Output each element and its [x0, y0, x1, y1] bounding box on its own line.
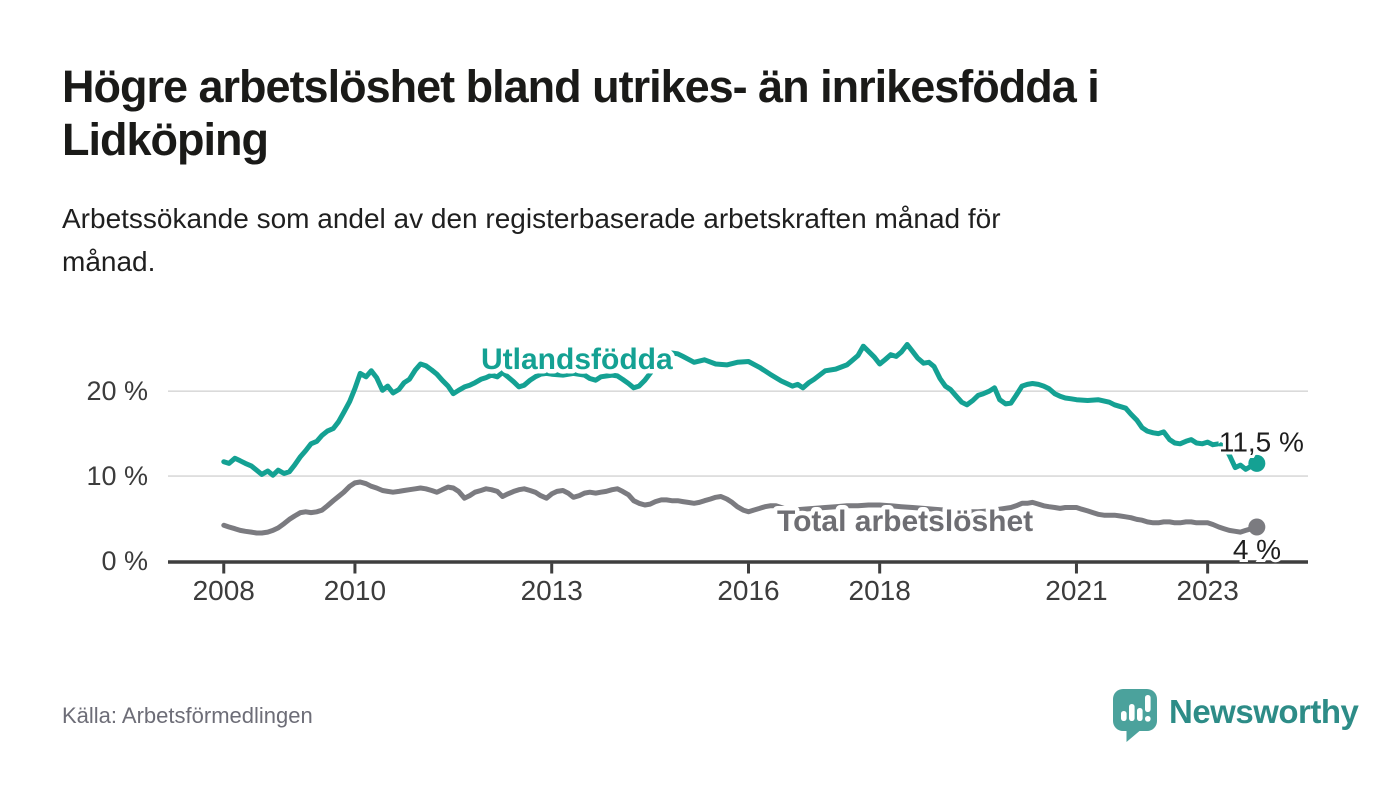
newsworthy-wordmark: Newsworthy — [1169, 693, 1359, 730]
y-tick-label: 10 % — [86, 461, 148, 491]
x-tick-label: 2018 — [849, 575, 911, 606]
x-tick-label: 2016 — [717, 575, 779, 606]
chart-subtitle-line1: Arbetssökande som andel av den registerb… — [62, 203, 1001, 234]
newsworthy-logo: Newsworthy — [1112, 688, 1359, 743]
y-tick-label: 20 % — [86, 376, 148, 406]
series-line-1 — [221, 479, 1260, 536]
x-tick-label: 2010 — [324, 575, 386, 606]
chart-subtitle: Arbetssökande som andel av den registerb… — [62, 197, 1302, 283]
page-title-line1: Högre arbetslöshet bland utrikes- än inr… — [62, 61, 1100, 112]
bar-icon-1 — [1121, 711, 1127, 721]
x-tick-label: 2008 — [193, 575, 255, 606]
series-line-0 — [221, 342, 1260, 478]
bar-icon-3 — [1137, 708, 1143, 721]
end-value-label-0: 11,5 % — [1219, 426, 1304, 457]
series-label-1: Total arbetslöshet — [777, 505, 1033, 538]
x-tick-label: 2023 — [1176, 575, 1238, 606]
x-tick-label: 2021 — [1045, 575, 1107, 606]
end-value-label-1: 4 % — [1233, 534, 1281, 565]
exclamation-bar-icon — [1145, 695, 1151, 712]
bar-icon-2 — [1129, 704, 1135, 721]
chart-subtitle-line2: månad. — [62, 246, 156, 277]
x-tick-label: 2013 — [521, 575, 583, 606]
y-tick-label: 0 % — [101, 546, 148, 576]
series-label-0: Utlandsfödda — [481, 343, 673, 376]
page-title: Högre arbetslöshet bland utrikes- än inr… — [62, 60, 1362, 166]
source-label: Källa: Arbetsförmedlingen — [62, 703, 313, 728]
series-end-dot-0 — [1248, 454, 1266, 472]
exclamation-dot-icon — [1145, 716, 1151, 722]
series-end-dot-1 — [1248, 518, 1266, 536]
newsworthy-logo-icon — [1113, 689, 1157, 742]
page-title-line2: Lidköping — [62, 114, 269, 165]
